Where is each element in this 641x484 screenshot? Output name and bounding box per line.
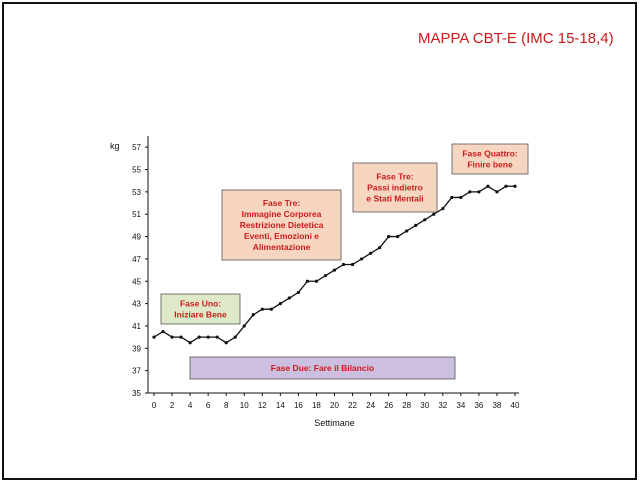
data-point: [269, 307, 273, 311]
x-tick-label: 20: [330, 401, 339, 410]
data-point: [278, 302, 282, 306]
x-tick-label: 24: [366, 401, 375, 410]
x-tick-label: 10: [240, 401, 249, 410]
data-point: [314, 279, 319, 283]
y-tick-label: 51: [132, 210, 141, 219]
phase-three-box-text: Immagine Corporea: [242, 209, 322, 219]
data-point: [152, 335, 156, 339]
x-tick-label: 6: [206, 401, 211, 410]
phase-three-b-box-text: Fase Tre:: [376, 172, 413, 182]
phase-three-b-box-text: Passi indietro: [367, 183, 423, 193]
x-tick-label: 22: [348, 401, 357, 410]
phase-three-box-text: Alimentazione: [253, 242, 311, 252]
data-point: [260, 307, 264, 311]
x-tick-label: 4: [188, 401, 193, 410]
data-point: [296, 290, 300, 295]
data-point: [513, 184, 517, 188]
x-tick-label: 18: [312, 401, 321, 410]
data-point: [378, 246, 382, 250]
data-point: [341, 262, 346, 267]
phase-two-box-text: Fase Due: Fare il Bilancio: [271, 363, 374, 373]
data-point: [242, 324, 246, 328]
x-tick-label: 2: [170, 401, 175, 410]
y-tick-label: 49: [132, 233, 141, 242]
phase-one-box-text: Fase Uno:: [180, 299, 221, 309]
phase-one-box-text: Iniziare Bene: [174, 310, 227, 320]
data-point: [251, 313, 255, 317]
phase-three-b-box-text: e Stati Mentali: [366, 194, 423, 204]
y-tick-label: 37: [132, 367, 141, 376]
x-tick-label: 34: [456, 401, 465, 410]
x-tick-label: 28: [402, 401, 411, 410]
data-point: [504, 184, 508, 188]
phase-three-box: [221, 189, 342, 261]
chart-title: MAPPA CBT-E (IMC 15-18,4): [418, 30, 614, 47]
y-tick-label: 39: [132, 344, 141, 353]
data-point: [350, 262, 355, 267]
phase-four-box-text: Finire bene: [467, 160, 513, 170]
x-axis-label: Settimane: [314, 418, 355, 428]
data-point: [332, 268, 337, 272]
data-point: [486, 184, 490, 188]
data-point: [287, 296, 291, 300]
x-tick-label: 32: [438, 401, 447, 410]
data-point: [477, 190, 481, 194]
data-point: [233, 335, 237, 339]
data-point: [188, 341, 192, 345]
phase-one-box: [160, 293, 241, 325]
phase-four-box: [451, 143, 529, 175]
x-tick-label: 26: [384, 401, 393, 410]
data-point: [305, 279, 310, 283]
y-tick-label: 45: [132, 277, 141, 286]
data-point: [224, 341, 228, 345]
data-point: [459, 195, 463, 200]
data-point: [441, 207, 445, 211]
phase-three-box-text: Fase Tre:: [263, 198, 300, 208]
data-point: [161, 329, 165, 334]
data-point: [179, 335, 183, 339]
data-point: [197, 335, 201, 339]
data-point: [323, 274, 328, 278]
data-point: [450, 195, 454, 200]
x-tick-label: 14: [276, 401, 285, 410]
y-tick-label: 43: [132, 300, 141, 309]
y-tick-label: 53: [132, 188, 141, 197]
y-axis-label: kg: [110, 141, 120, 151]
data-point: [495, 190, 499, 194]
data-point: [170, 335, 174, 339]
phase-three-box-text: Eventi, Emozioni e: [244, 231, 319, 241]
phase-four-box-text: Fase Quattro:: [462, 149, 517, 159]
data-point: [206, 335, 210, 339]
x-tick-label: 16: [294, 401, 303, 410]
phase-two-box: [189, 356, 456, 380]
data-point: [359, 257, 364, 261]
y-tick-label: 47: [132, 255, 141, 264]
phase-three-box-text: Restrizione Dietetica: [240, 220, 324, 230]
x-tick-label: 36: [474, 401, 483, 410]
data-point: [468, 190, 472, 194]
data-point: [215, 335, 219, 339]
data-point: [423, 218, 427, 222]
data-point: [405, 229, 409, 233]
x-tick-label: 40: [511, 401, 520, 410]
data-point: [396, 234, 400, 239]
x-tick-label: 0: [152, 401, 157, 410]
data-point: [414, 223, 418, 227]
data-point: [432, 212, 436, 216]
y-tick-label: 55: [132, 166, 141, 175]
x-tick-label: 38: [492, 401, 501, 410]
x-tick-label: 30: [420, 401, 429, 410]
x-tick-label: 8: [224, 401, 229, 410]
phase-three-b-box: [352, 162, 438, 213]
data-point: [387, 234, 391, 239]
y-tick-label: 41: [132, 322, 141, 331]
y-tick-label: 35: [132, 389, 141, 398]
x-tick-label: 12: [258, 401, 267, 410]
y-tick-label: 57: [132, 143, 141, 152]
data-point: [369, 251, 373, 255]
